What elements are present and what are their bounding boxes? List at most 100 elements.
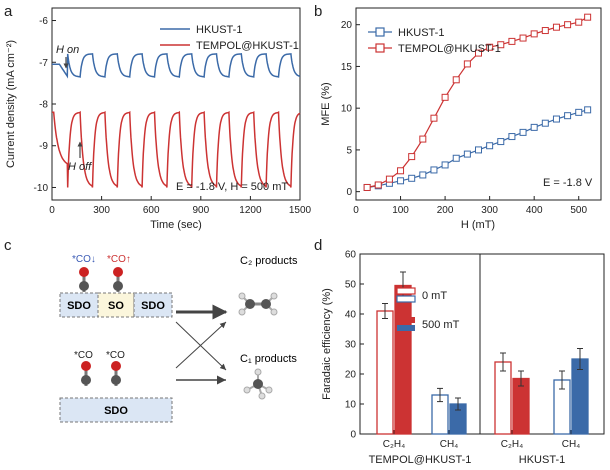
panel-b-data-point [519,128,527,136]
panel-b-data-point [475,49,482,57]
panel-d-ytick-label: 40 [345,310,357,321]
panel-d-legend-0mt-blue [396,295,416,303]
panel-d-ytick-label: 10 [345,400,357,411]
c2-products-label: C₂ products [240,255,298,267]
panel-d-legend-500mt-red [397,317,415,323]
panel-b-data-point [552,115,560,123]
panel-b-data-point [452,154,460,162]
panel-b-data-point [508,37,516,45]
panel-d-ytick-label: 30 [345,340,357,351]
panel-a-ytick-label: -8 [39,100,48,111]
panel-b-data-point [408,153,416,161]
panel-a-ytick-label: -10 [34,183,49,194]
panel-b-data-point [575,18,583,26]
arrow-top-to-c1 [175,321,227,371]
panel-d-xtick-label: C₂H₄ [501,439,523,450]
panel-a-xtick-label: 300 [93,205,110,216]
panel-b-data-point [497,138,505,146]
panel-b-ytick-label: 5 [346,145,352,156]
panel-a-ytick-label: -9 [39,141,48,152]
panel-d-bar [494,361,512,435]
panel-b-annotation: E = -1.8 V [543,177,593,189]
panel-b-xtick-label: 200 [437,205,454,216]
panel-b-data-point [497,41,505,49]
panel-d-bar [376,310,394,435]
panel-a-xtick-label: 600 [143,205,160,216]
panel-a-conditions: E = -1.8 V, H = 500 mT [176,181,288,193]
panel-a-chart: 0 300 600 900 1200 1500 -6 -7 -8 -9 -10 HKUST-1 TE… [5,7,312,231]
panel-b-legend-marker-tempol [375,43,385,53]
panel-d-legend-500mt-blue [397,325,415,331]
panel-b-legend-tempol: TEMPOL@HKUST-1 [398,43,501,55]
panel-b-data-point [452,76,460,84]
panel-b-data-point [541,119,549,127]
panel-b-data-point [564,112,572,120]
co-molecule-bottom-right [111,361,121,386]
panel-a-ytick-label: -7 [39,58,48,69]
panel-a-legend-hkust: HKUST-1 [196,24,242,36]
arrow-bottom-to-c2 [175,321,227,369]
panel-d-ytick-label: 60 [345,250,357,261]
co-molecule-top-left [79,267,89,292]
panel-a-xlabel: Time (sec) [150,219,202,231]
panel-a-xtick-label: 0 [49,205,55,216]
co-molecule-bottom-left [81,361,91,386]
panel-label-a: a [4,3,13,20]
panel-b-data-point [530,30,538,38]
panel-b-xtick-label: 0 [353,205,359,216]
sdo-label-right: SDO [141,300,165,312]
panel-a-xtick-label: 1500 [289,205,312,216]
methane-molecule [243,368,273,400]
panel-d-ytick-label: 20 [345,370,357,381]
panel-b-ytick-label: 20 [341,20,353,31]
panel-label-b: b [314,3,322,20]
co-molecule-top-right [113,267,123,292]
panel-d-group-label-tempol: TEMPOL@HKUST-1 [369,454,472,466]
panel-b-ytick-label: 0 [346,187,352,198]
panel-a-series-line [52,110,301,188]
panel-b-data-point [463,60,471,68]
c1-products-label: C₁ products [240,353,297,365]
panel-b-data-point [519,34,527,42]
panel-a-legend-tempol: TEMPOL@HKUST-1 [196,40,299,52]
panel-b-data-point [486,43,494,51]
sdo-label-bottom: SDO [104,405,128,417]
panel-b-data-point [397,167,405,175]
panel-b-data-point [363,183,371,191]
so-label: SO [108,300,124,312]
panel-b-data-point [541,27,549,35]
panel-b-data-point [584,106,592,114]
panel-b-data-point [564,21,572,29]
panel-b-data-point [430,114,438,122]
panel-b-ytick-label: 15 [341,62,353,73]
panel-b-data-point [441,93,449,101]
panel-b-data-point [430,166,438,174]
panel-d-xtick-label: CH₄ [562,439,581,450]
panel-b-data-point [385,175,393,183]
panel-b-xtick-label: 400 [526,205,543,216]
panel-a-ylabel: Current density (mA cm⁻²) [5,40,17,168]
panel-d-group-label-hkust: HKUST-1 [519,454,565,466]
panel-a-xtick-label: 1200 [239,205,262,216]
panel-a-ytick-label: -6 [39,16,48,27]
panel-b-data-point [508,133,516,141]
co-down-label: *CO↓ [72,254,96,265]
panel-d-legend-500mt: 500 mT [422,319,460,331]
panel-d-legend-0mt-red [396,287,416,295]
panel-d-bar [394,284,412,435]
panel-b-data-point [530,123,538,131]
panel-b-chart: 0 100 200 300 400 500 0 5 10 15 20 HKUST-1 TEMPOL@… [320,7,602,231]
sdo-block-right [133,292,173,318]
panel-d-ytick-label: 50 [345,280,357,291]
co-label-right: *CO [106,350,125,361]
panel-b-xtick-label: 500 [570,205,587,216]
panel-b-data-point [552,23,560,31]
panel-b-legend-marker-hkust [375,27,385,37]
co-up-label: *CO↑ [107,254,131,265]
panel-b-ytick-label: 10 [341,104,353,115]
panel-label-c: c [4,237,12,254]
panel-b-data-point [575,108,583,116]
panel-d-ylabel: Faradaic efficiency (%) [321,288,333,400]
panel-b-data-point [374,181,382,189]
